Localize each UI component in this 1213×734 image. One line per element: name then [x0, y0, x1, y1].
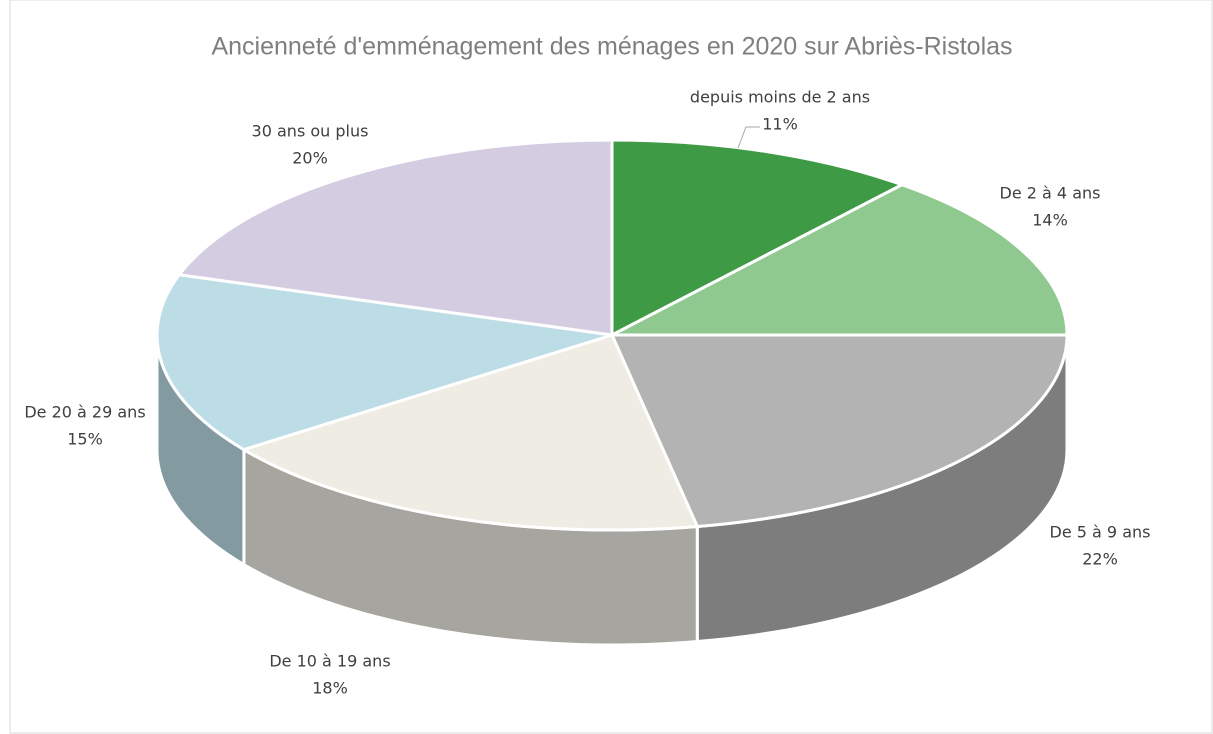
leader-line: [737, 126, 760, 149]
value-label: 22%: [1082, 550, 1118, 569]
value-label: 18%: [312, 679, 348, 698]
pie-slice: [609, 333, 1069, 529]
category-label: De 20 à 29 ans: [24, 403, 145, 422]
chart-title: Ancienneté d'emménagement des ménages en…: [211, 33, 1012, 61]
category-label: 30 ans ou plus: [252, 122, 369, 141]
value-label: 15%: [67, 430, 103, 449]
value-label: 20%: [292, 149, 328, 168]
category-label: depuis moins de 2 ans: [690, 88, 870, 107]
category-label: De 5 à 9 ans: [1050, 523, 1151, 542]
category-label: De 10 à 19 ans: [269, 652, 390, 671]
pie-slice: [155, 273, 613, 452]
pie-slice: [240, 333, 700, 532]
pie-slice: [611, 183, 1069, 337]
value-label: 11%: [762, 115, 798, 134]
pie-slice: [176, 138, 614, 337]
value-label: 14%: [1032, 211, 1068, 230]
pie-slice: [610, 138, 906, 338]
category-label: De 2 à 4 ans: [1000, 184, 1101, 203]
